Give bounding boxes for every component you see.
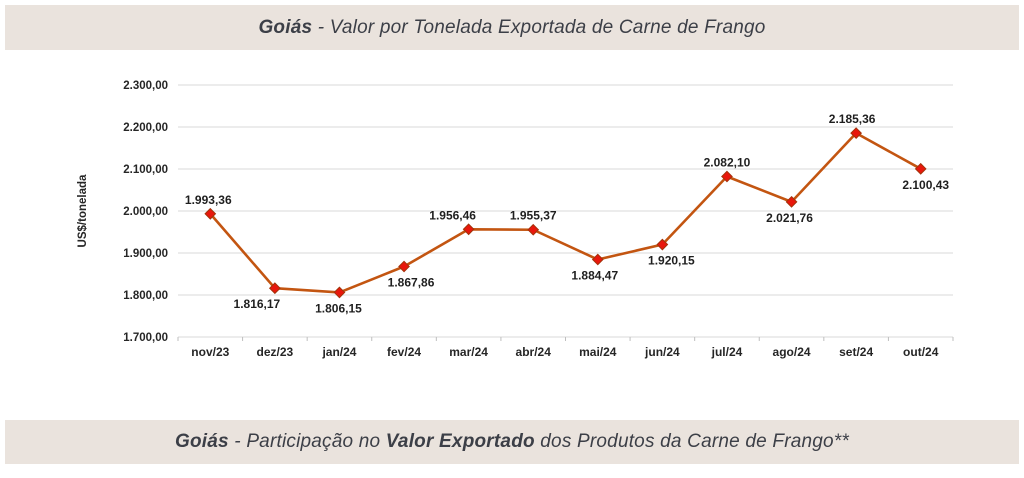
data-point-marker: [591, 253, 604, 266]
data-point-marker: [204, 207, 217, 220]
y-tick-label: 1.900,00: [123, 248, 168, 260]
data-point-marker: [656, 238, 669, 251]
data-point-label: 1.956,46: [429, 208, 476, 222]
data-point-marker: [462, 223, 475, 236]
x-tick-label: mar/24: [449, 345, 488, 359]
bottom-title-bar: Goiás - Participação no Valor Exportado …: [5, 420, 1019, 464]
y-tick-label: 2.300,00: [123, 80, 168, 92]
next-section-title-bold1: Goiás: [175, 431, 229, 452]
x-tick-label: jun/24: [644, 345, 680, 359]
top-title-bar: Goiás - Valor por Tonelada Exportada de …: [5, 5, 1019, 50]
x-tick-label: mai/24: [579, 345, 617, 359]
data-point-label: 2.185,36: [829, 112, 876, 126]
x-tick-label: abr/24: [516, 345, 552, 359]
data-point-label: 1.884,47: [571, 269, 618, 283]
data-point-marker: [268, 282, 281, 295]
chart-title-bold: Goiás: [258, 16, 313, 38]
data-point-label: 1.867,86: [388, 275, 435, 289]
x-tick-label: jul/24: [711, 345, 743, 359]
data-point-marker: [785, 195, 798, 208]
data-point-label: 2.021,76: [766, 211, 813, 225]
data-point-marker: [333, 286, 346, 299]
next-section-title-mid: - Participação no: [228, 431, 386, 452]
chart-title: Goiás - Valor por Tonelada Exportada de …: [258, 17, 765, 39]
data-line: [209, 131, 922, 294]
data-point-label: 2.082,10: [704, 156, 751, 170]
next-section-title-bold2: Valor Exportado: [385, 431, 535, 452]
data-point-label: 1.920,15: [648, 254, 695, 268]
data-point-label: 1.806,15: [315, 301, 362, 315]
x-tick-label: out/24: [903, 345, 939, 359]
next-section-title-rest: dos Produtos da Carne de Frango**: [534, 431, 849, 452]
x-tick-label: jan/24: [321, 345, 356, 359]
data-point-marker: [398, 260, 410, 273]
y-tick-label: 2.200,00: [123, 122, 168, 134]
data-point-marker: [850, 127, 863, 140]
y-tick-label: 2.000,00: [123, 206, 168, 218]
x-tick-label: ago/24: [773, 345, 811, 359]
x-tick-label: dez/23: [257, 345, 294, 359]
x-tick-label: set/24: [839, 345, 873, 359]
data-point-marker: [721, 170, 733, 183]
next-section-title: Goiás - Participação no Valor Exportado …: [175, 431, 849, 453]
data-point-marker: [527, 223, 540, 236]
data-point-label: 2.100,43: [902, 178, 949, 192]
y-tick-label: 1.700,00: [123, 332, 168, 344]
y-tick-label: 1.800,00: [123, 290, 168, 302]
y-tick-label: 2.100,00: [123, 164, 168, 176]
x-tick-label: fev/24: [387, 345, 421, 359]
data-point-label: 1.955,37: [510, 209, 557, 223]
y-axis-title: US$/tonelada: [77, 174, 89, 247]
data-point-label: 1.816,17: [234, 297, 281, 311]
x-tick-label: nov/23: [191, 345, 229, 359]
chart-title-rest: - Valor por Tonelada Exportada de Carne …: [312, 16, 766, 38]
data-point-marker: [914, 162, 927, 175]
data-point-label: 1.993,36: [185, 193, 232, 207]
